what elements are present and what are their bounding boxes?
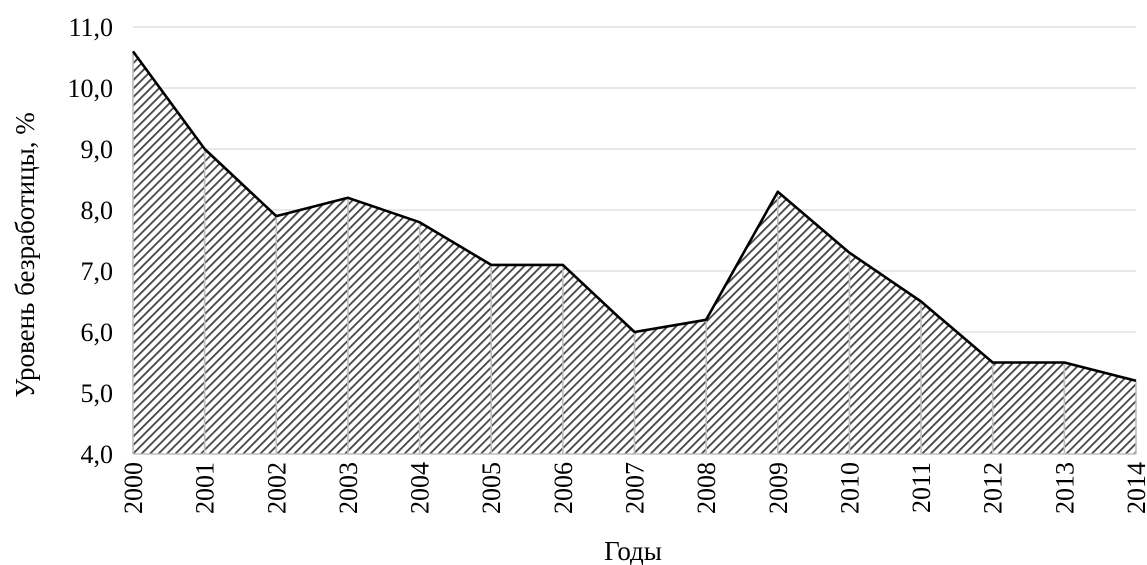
x-axis-ticks: 2000 2001 2002 2003 2004 2005 2006 2007 2008 2009… xyxy=(119,462,1147,514)
y-tick-label: 5,0 xyxy=(81,379,114,408)
y-tick-label: 6,0 xyxy=(81,318,114,347)
y-tick-label: 9,0 xyxy=(81,135,114,164)
y-axis-title: Уровень безработицы, % xyxy=(10,112,40,397)
x-tick-label: 2011 xyxy=(907,462,936,513)
x-tick-label: 2010 xyxy=(835,462,864,514)
x-tick-label: 2007 xyxy=(621,462,650,514)
x-axis-title: Годы xyxy=(604,536,662,565)
x-tick-label: 2004 xyxy=(406,462,435,514)
x-tick-label: 2005 xyxy=(477,462,506,514)
x-tick-label: 2000 xyxy=(119,462,148,514)
y-axis-ticks: 4,0 5,0 6,0 7,0 8,0 9,0 10,0 11,0 xyxy=(68,13,114,469)
x-tick-label: 2013 xyxy=(1050,462,1079,514)
area-fill xyxy=(133,51,1136,455)
x-tick-label: 2006 xyxy=(549,462,578,514)
y-tick-label: 8,0 xyxy=(81,196,114,225)
y-tick-label: 4,0 xyxy=(81,440,114,469)
y-tick-label: 10,0 xyxy=(68,74,114,103)
x-tick-label: 2012 xyxy=(979,462,1008,514)
x-tick-label: 2008 xyxy=(692,462,721,514)
y-tick-label: 7,0 xyxy=(81,257,114,286)
x-tick-label: 2002 xyxy=(262,462,291,514)
x-tick-label: 2003 xyxy=(334,462,363,514)
y-tick-label: 11,0 xyxy=(68,13,113,42)
x-tick-label: 2001 xyxy=(191,462,220,514)
x-tick-label: 2009 xyxy=(764,462,793,514)
plot-area xyxy=(131,50,1137,455)
x-tick-label: 2014 xyxy=(1122,462,1147,514)
